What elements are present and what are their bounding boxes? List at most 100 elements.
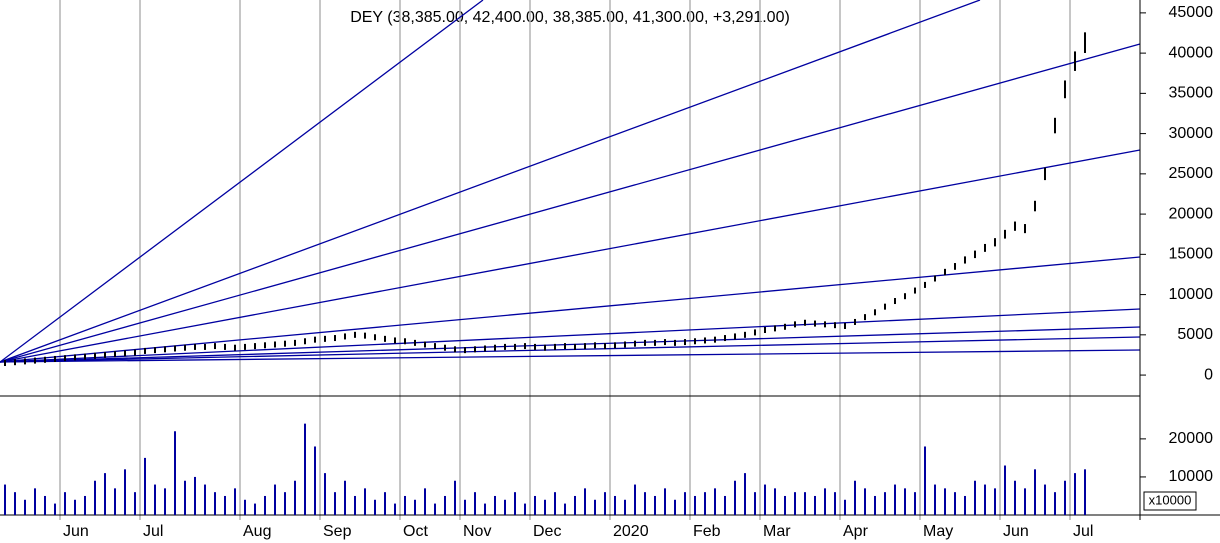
volume-bar — [934, 484, 936, 515]
volume-bar — [64, 492, 66, 515]
fan-line — [0, 0, 981, 363]
volume-bar — [284, 492, 286, 515]
volume-bar — [724, 495, 726, 515]
volume-bar — [974, 480, 976, 515]
volume-bar — [584, 488, 586, 515]
y-tick-label: 0 — [1204, 366, 1213, 383]
volume-bar — [1044, 484, 1046, 515]
volume-bar — [824, 488, 826, 515]
volume-bar — [644, 492, 646, 515]
fan-line — [0, 0, 484, 363]
y-tick-label: 20000 — [1169, 430, 1214, 447]
volume-bar — [224, 495, 226, 515]
volume-bar — [474, 492, 476, 515]
volume-bar — [834, 492, 836, 515]
volume-bar — [594, 499, 596, 515]
volume-bar — [894, 484, 896, 515]
y-tick-label: 25000 — [1169, 165, 1214, 182]
volume-bar — [774, 488, 776, 515]
volume-bar — [1004, 465, 1006, 515]
volume-bar — [394, 503, 396, 515]
volume-bar — [544, 499, 546, 515]
x-tick-label: Dec — [533, 523, 561, 540]
volume-bar — [804, 492, 806, 515]
volume-bar — [314, 446, 316, 515]
x-tick-label: Oct — [403, 523, 428, 540]
volume-bar — [854, 480, 856, 515]
fan-line — [0, 308, 1141, 363]
y-tick-label: 15000 — [1169, 246, 1214, 263]
volume-bar — [4, 484, 6, 515]
volume-bar — [134, 492, 136, 515]
volume-bar — [174, 431, 176, 515]
volume-bar — [884, 492, 886, 515]
volume-bar — [1034, 469, 1036, 515]
volume-bar — [164, 488, 166, 515]
volume-bar — [564, 503, 566, 515]
volume-bar — [364, 488, 366, 515]
volume-bar — [684, 492, 686, 515]
x-tick-label: Jul — [143, 523, 163, 540]
volume-bar — [1054, 492, 1056, 515]
volume-bar — [1064, 480, 1066, 515]
volume-bar — [654, 495, 656, 515]
volume-bar — [1084, 469, 1086, 515]
volume-bar — [74, 499, 76, 515]
volume-bar — [304, 423, 306, 515]
volume-bar — [124, 469, 126, 515]
fan-line — [0, 326, 1141, 363]
volume-bar — [554, 492, 556, 515]
volume-bar — [964, 495, 966, 515]
x-tick-label: May — [923, 523, 953, 540]
volume-bar — [754, 492, 756, 515]
volume-bar — [14, 492, 16, 515]
volume-bar — [604, 492, 606, 515]
volume-bar — [414, 499, 416, 515]
volume-bar — [44, 495, 46, 515]
volume-bar — [404, 495, 406, 515]
volume-bar — [94, 480, 96, 515]
volume-bar — [154, 484, 156, 515]
volume-bar — [944, 488, 946, 515]
volume-bar — [434, 503, 436, 515]
volume-bar — [34, 488, 36, 515]
unit-box — [1143, 491, 1197, 511]
x-tick-label: Nov — [463, 523, 491, 540]
volume-bar — [814, 495, 816, 515]
x-tick-label: Jun — [1003, 523, 1029, 540]
volume-bar — [524, 503, 526, 515]
y-tick-label: 30000 — [1169, 125, 1214, 142]
volume-bar — [1024, 488, 1026, 515]
volume-bar — [204, 484, 206, 515]
y-tick-label: 10000 — [1169, 468, 1214, 485]
volume-bar — [784, 495, 786, 515]
volume-bar — [84, 495, 86, 515]
volume-bar — [764, 484, 766, 515]
y-tick-label: 5000 — [1177, 326, 1213, 343]
volume-bar — [874, 495, 876, 515]
volume-bar — [334, 492, 336, 515]
volume-bar — [244, 499, 246, 515]
volume-bar — [904, 488, 906, 515]
volume-bar — [234, 488, 236, 515]
volume-bar — [704, 492, 706, 515]
x-tick-label: Jul — [1073, 523, 1093, 540]
volume-bar — [1014, 480, 1016, 515]
volume-bar — [424, 488, 426, 515]
unit-label: x10000 — [1149, 492, 1192, 507]
x-tick-label: Sep — [323, 523, 352, 540]
volume-bar — [274, 484, 276, 515]
volume-bar — [444, 495, 446, 515]
y-tick-label: 40000 — [1169, 44, 1214, 61]
volume-bar — [954, 492, 956, 515]
volume-bar — [994, 488, 996, 515]
fan-line — [0, 336, 1141, 363]
volume-bar — [374, 499, 376, 515]
volume-bar — [694, 495, 696, 515]
volume-bar — [104, 473, 106, 515]
volume-bar — [984, 484, 986, 515]
y-tick-label: 35000 — [1169, 85, 1214, 102]
fan-line — [0, 149, 1141, 363]
x-tick-label: Feb — [693, 523, 721, 540]
